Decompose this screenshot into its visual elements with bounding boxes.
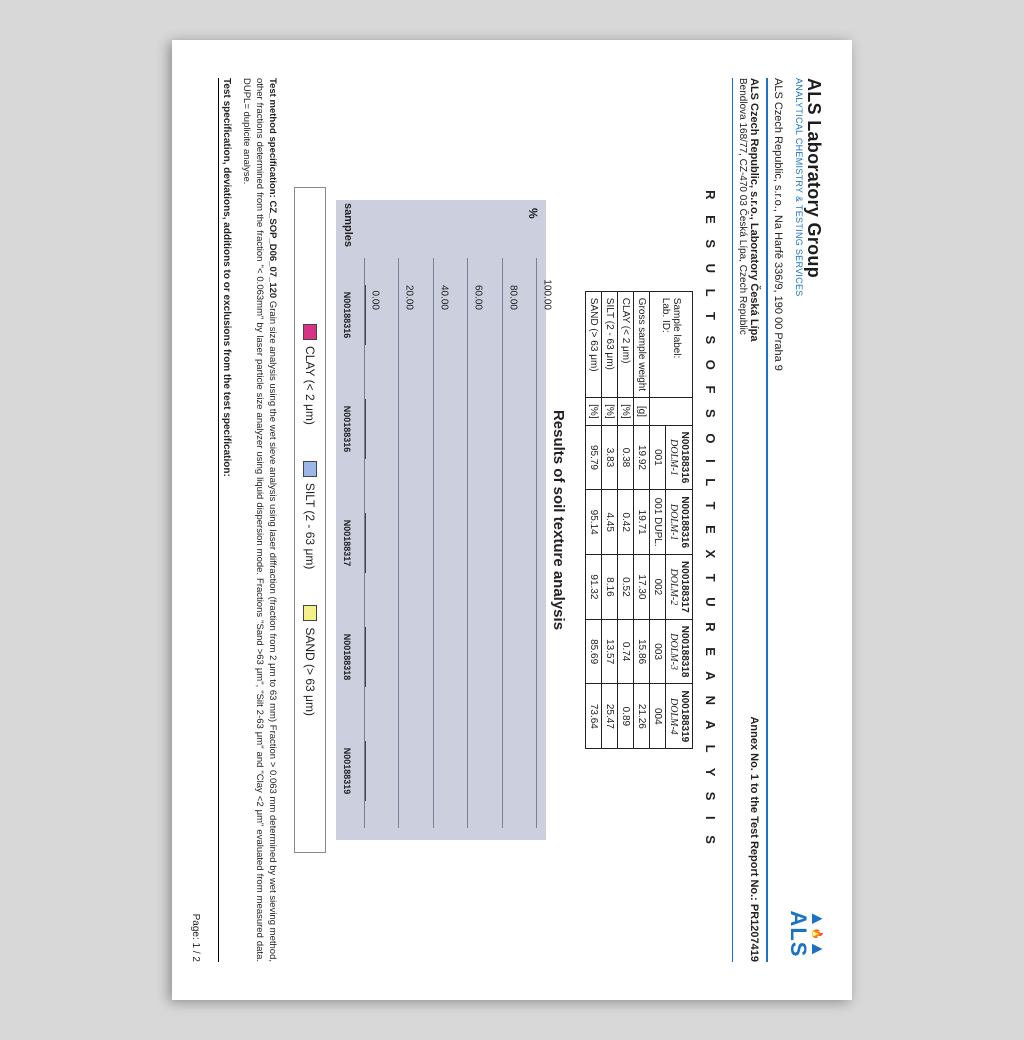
cell: 8.16 [602, 555, 618, 620]
x-labels: N00188316 N00188316 N00188317 N00188318 N001… [342, 258, 352, 828]
cell: 3.83 [602, 425, 618, 490]
logo-text: ALS [785, 910, 811, 958]
sample-id: N00188319DOLM-4 [666, 684, 693, 749]
sample-id: N00188317DOLM-2 [666, 555, 693, 620]
cell: 19.71 [634, 490, 650, 555]
chart-title: Results of soil texture analysis [550, 78, 567, 962]
y-tick: 20.00 [404, 264, 415, 310]
legend-text: SAND (> 63 μm) [303, 627, 317, 716]
cell: 19.92 [634, 425, 650, 490]
x-label: N00188317 [342, 520, 352, 567]
legend-item: SAND (> 63 μm) [303, 605, 317, 716]
row-header: SAND (> 63 μm) [586, 291, 602, 397]
results-table: Sample label:Lab. ID:N00188316DOLM-1N001… [585, 291, 693, 749]
legend-item: SILT (2 - 63 μm) [303, 461, 317, 570]
rule-bottom [732, 78, 733, 962]
axis-pct: % [526, 208, 540, 219]
legend-text: CLAY (< 2 μm) [303, 346, 317, 425]
cell: 17.30 [634, 555, 650, 620]
legend-item: CLAY (< 2 μm) [303, 324, 317, 425]
method-text: Test method specification: CZ_SOP_D06_07… [240, 78, 278, 962]
cell: 85.69 [586, 619, 602, 684]
page-title: R E S U L T S O F S O I L T E X T U R E … [703, 78, 718, 962]
row-header: Gross sample weight [634, 291, 650, 397]
legend-text: SILT (2 - 63 μm) [303, 483, 317, 570]
annex: Annex No. 1 to the Test Report No.: PR12… [748, 716, 760, 962]
lab-name: ALS Czech Republic, s.r.o., Laboratory Č… [748, 78, 760, 341]
header: ALS Laboratory Group ANALYTICAL CHEMISTR… [794, 78, 824, 962]
cell: 0.38 [618, 425, 634, 490]
sample-id: N00188316DOLM-1 [666, 490, 693, 555]
cell: 0.52 [618, 555, 634, 620]
lab-id: 002 [650, 555, 666, 620]
unit: [%] [618, 398, 634, 425]
group-sub: ANALYTICAL CHEMISTRY & TESTING SERVICES [794, 78, 804, 962]
cell: 0.74 [618, 619, 634, 684]
page-number: Page: 1 / 2 [190, 914, 201, 962]
y-tick: 0.00 [370, 264, 381, 310]
meta-row: ALS Czech Republic, s.r.o., Laboratory Č… [748, 78, 760, 962]
company-line: ALS Czech Republic, s.r.o., Na Harfě 336… [772, 78, 784, 962]
x-label: N00188316 [342, 292, 352, 339]
y-tick: 40.00 [438, 264, 449, 310]
x-label: N00188318 [342, 634, 352, 681]
spec-line: Test specification, deviations, addition… [218, 78, 232, 962]
lab-id: 001 DUPL. [650, 490, 666, 555]
group-name: ALS Laboratory Group [803, 78, 824, 962]
cell: 73.64 [586, 684, 602, 749]
y-tick: 60.00 [473, 264, 484, 310]
report-page: ALS Laboratory Group ANALYTICAL CHEMISTR… [172, 40, 852, 1000]
legend-swatch [303, 461, 317, 477]
cell: 95.79 [586, 425, 602, 490]
unit: [g] [634, 398, 650, 425]
address: Bendlova 168/77, CZ-470 03 Česká Lípa, C… [737, 78, 748, 962]
axis-samples: samples [342, 203, 354, 247]
bar-chart: % samples 0.0020.0040.0060.0080.00100.00… [336, 200, 546, 840]
x-label: N00188319 [342, 748, 352, 795]
cell: 21.26 [634, 684, 650, 749]
cell: 91.32 [586, 555, 602, 620]
legend-swatch [303, 605, 317, 621]
chart-legend: CLAY (< 2 μm) SILT (2 - 63 μm) SAND (> 63 … [294, 187, 326, 853]
cell: 0.89 [618, 684, 634, 749]
sample-id: N00188318DOLM-3 [666, 619, 693, 684]
unit: [%] [586, 398, 602, 425]
cell: 95.14 [586, 490, 602, 555]
cell: 25.47 [602, 684, 618, 749]
x-label: N00188316 [342, 406, 352, 453]
method-code: CZ_SOP_D06_07_120 [267, 200, 278, 298]
cell: 13.57 [602, 619, 618, 684]
logo-triangle-icon: ▲🔥▲ [811, 910, 824, 958]
rule-top [766, 78, 768, 962]
row-header: SILT (2 - 63 μm) [602, 291, 618, 397]
y-tick: 100.00 [542, 264, 553, 310]
legend-swatch [303, 324, 317, 340]
lab-id: 003 [650, 619, 666, 684]
als-logo: ▲🔥▲ ALS [785, 910, 824, 958]
y-tick: 80.00 [507, 264, 518, 310]
unit: [%] [602, 398, 618, 425]
method-label: Test method specification: [267, 78, 278, 198]
cell: 0.42 [618, 490, 634, 555]
sample-id: N00188316DOLM-1 [666, 425, 693, 490]
cell: 15.86 [634, 619, 650, 684]
row-header: CLAY (< 2 μm) [618, 291, 634, 397]
lab-id: 001 [650, 425, 666, 490]
lab-id: 004 [650, 684, 666, 749]
cell: 4.45 [602, 490, 618, 555]
